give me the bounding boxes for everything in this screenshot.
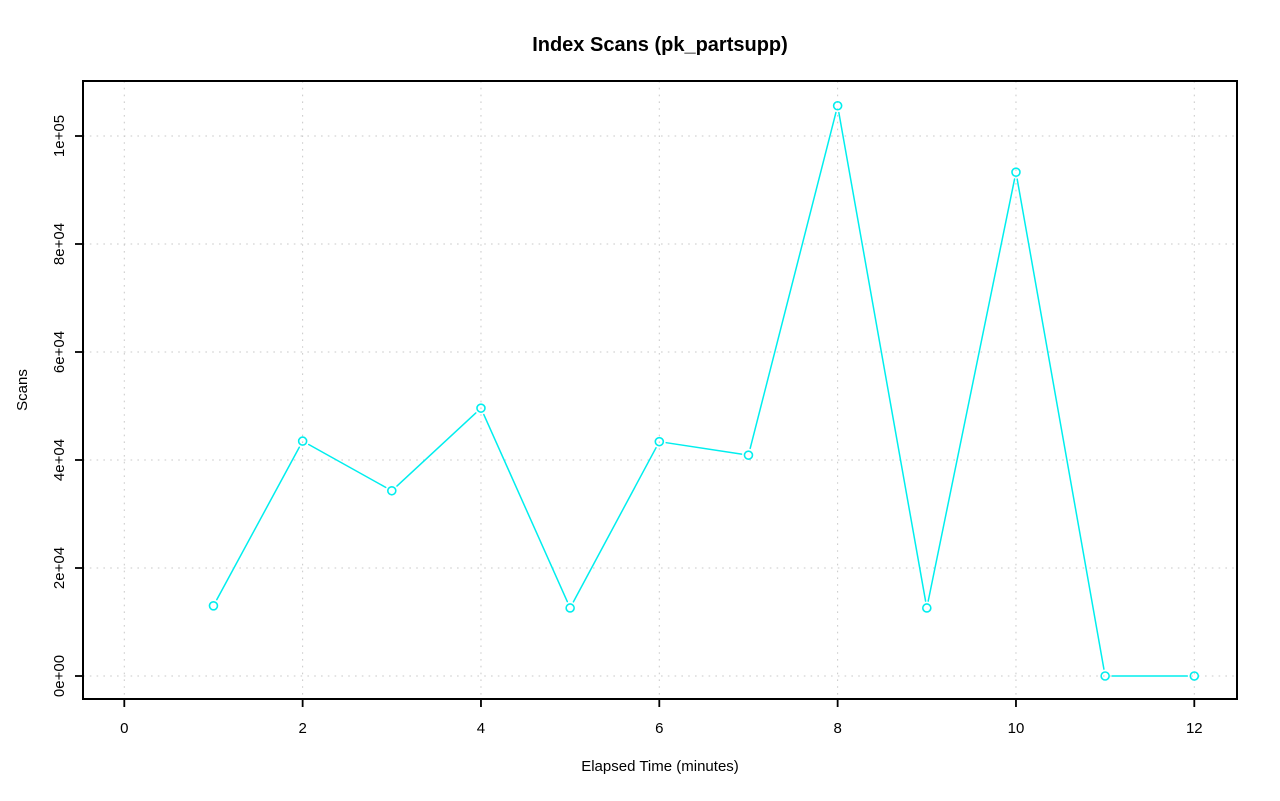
axis-tick-labels: 0 2 4 6 8 10 12 0e+00 2e+04 4e+04 6e+04 8e+04 1e+05 — [51, 115, 1203, 737]
line-segment — [572, 447, 657, 603]
data-point — [208, 600, 219, 611]
y-tick-label: 2e+04 — [51, 547, 68, 589]
line-segment — [665, 441, 743, 455]
data-point — [387, 485, 397, 496]
y-tick-label: 4e+04 — [51, 439, 68, 481]
x-tick-label: 8 — [833, 720, 841, 737]
chart-title: Index Scans (pk_partsupp) — [532, 34, 788, 56]
x-tick-label: 10 — [1008, 720, 1025, 737]
data-point — [654, 436, 665, 447]
line-segment — [749, 111, 837, 450]
x-tick-label: 6 — [655, 720, 663, 737]
data-point — [922, 603, 932, 613]
data-point — [743, 450, 754, 460]
gridlines — [83, 81, 1237, 699]
data-point — [1100, 671, 1110, 681]
line-segment — [1016, 178, 1105, 670]
line-segment — [216, 446, 301, 601]
line-segment — [927, 178, 1016, 602]
x-axis-label: Elapsed Time (minutes) — [581, 758, 739, 775]
y-tick-label: 8e+04 — [51, 223, 68, 265]
data-point — [1189, 671, 1200, 681]
data-point — [297, 436, 308, 446]
plot-border — [82, 80, 1238, 700]
data-point — [832, 100, 843, 111]
x-tick-label: 2 — [298, 720, 306, 737]
x-tick-label: 12 — [1186, 720, 1203, 737]
y-tick-label: 1e+05 — [51, 115, 68, 157]
line-segment — [838, 111, 927, 602]
axis-ticks — [75, 135, 1196, 707]
x-tick-label: 0 — [120, 720, 128, 737]
data-point — [476, 403, 486, 413]
x-tick-label: 4 — [477, 720, 485, 737]
line-segment — [483, 413, 569, 603]
y-axis-label: Scans — [14, 369, 31, 411]
y-tick-label: 6e+04 — [51, 331, 68, 373]
line-segment — [307, 443, 387, 489]
y-tick-label: 0e+00 — [51, 655, 68, 697]
data-point — [1011, 167, 1021, 177]
data-series — [208, 100, 1200, 681]
line-segment — [396, 412, 477, 487]
data-point — [565, 603, 575, 613]
